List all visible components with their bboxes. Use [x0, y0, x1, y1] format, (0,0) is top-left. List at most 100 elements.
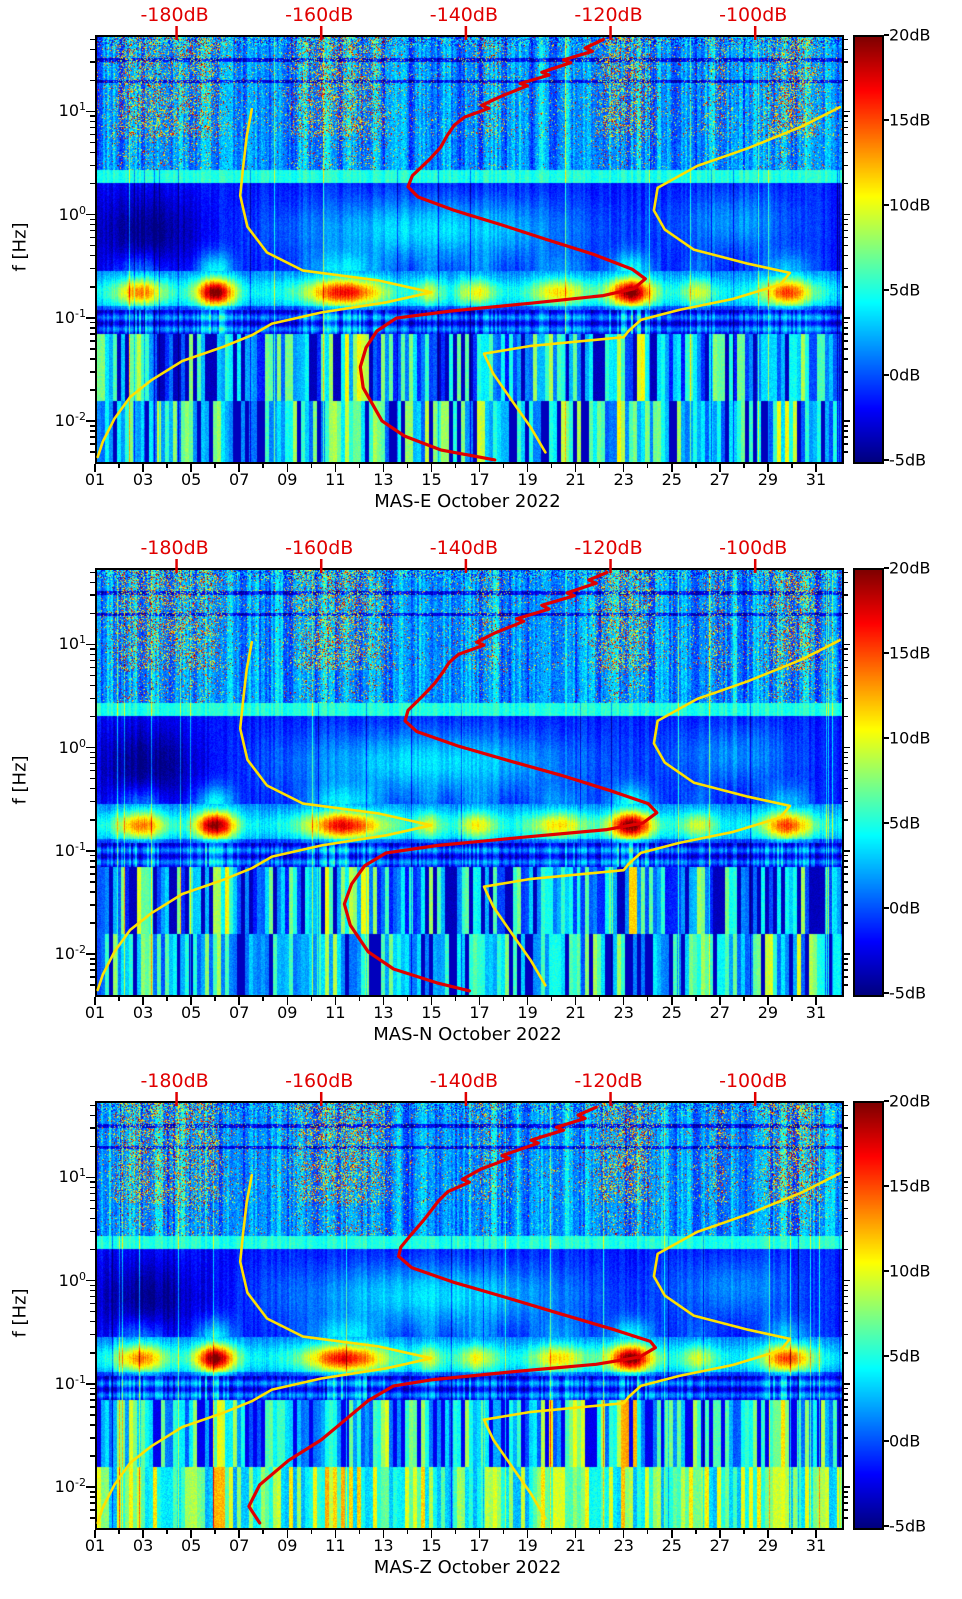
y-tick-mark: [90, 984, 95, 986]
y-tick-mark: [90, 436, 95, 438]
y-tick-mark: [844, 1496, 848, 1498]
colorbar-tick-mark: [884, 907, 889, 909]
x-tick-label: 25: [661, 1003, 682, 1022]
x-tick-mark: [262, 464, 264, 468]
x-tick-label: 27: [709, 1536, 731, 1555]
x-tick-label: 23: [613, 1003, 634, 1022]
y-tick-mark: [844, 141, 848, 144]
x-tick-label: 07: [229, 1003, 250, 1022]
x-tick-mark: [334, 464, 337, 472]
x-tick-label: 07: [229, 1536, 250, 1555]
x-tick-mark: [166, 464, 168, 468]
y-tick-mark: [844, 1279, 850, 1282]
y-tick-mark: [90, 333, 95, 335]
x-tick-label: 17: [469, 1003, 490, 1022]
x-tick-label: 13: [373, 1536, 394, 1555]
y-tick-mark: [844, 182, 848, 185]
y-tick-mark: [90, 666, 95, 669]
y-tick-mark: [844, 958, 848, 960]
top-axis-tick: [464, 26, 468, 40]
y-tick-mark: [90, 648, 95, 650]
x-tick-mark: [502, 464, 505, 468]
y-tick-mark: [90, 1230, 95, 1233]
y-tick-mark: [844, 317, 850, 319]
top-axis-tick: [753, 559, 757, 573]
x-tick-mark: [574, 1530, 577, 1538]
y-tick-mark: [844, 213, 850, 216]
y-tick-mark: [844, 1509, 848, 1511]
y-tick-mark: [844, 1217, 848, 1220]
colorbar-gradient: [855, 570, 882, 995]
y-tick-mark: [844, 922, 848, 924]
x-tick-mark: [550, 997, 553, 1001]
y-tick-mark: [844, 762, 848, 765]
x-tick-mark: [671, 1530, 673, 1538]
x-tick-mark: [310, 997, 313, 1001]
y-tick-mark: [90, 1284, 95, 1287]
x-tick-mark: [815, 1530, 817, 1538]
top-axis-tick: [175, 26, 178, 40]
overlay-curves: [96, 26, 842, 462]
x-tick-label: 27: [709, 1003, 731, 1022]
colorbar-tick-label: -5dB: [889, 1516, 927, 1536]
x-tick-label: 09: [277, 1003, 298, 1022]
y-tick-mark: [90, 1181, 95, 1183]
x-tick-mark: [526, 464, 529, 472]
x-tick-mark: [550, 1530, 553, 1534]
y-tick-mark: [86, 643, 95, 646]
y-tick-mark: [844, 1186, 848, 1189]
overlay-curves: [96, 1092, 842, 1525]
y-tick-mark: [844, 1295, 848, 1298]
y-tick-mark: [844, 697, 848, 700]
x-tick-mark: [142, 464, 144, 472]
x-tick-mark: [166, 997, 168, 1001]
x-tick-mark: [454, 464, 457, 468]
colorbar-tick-label: 0dB: [889, 898, 921, 918]
panel-title: MAS-E October 2022: [374, 491, 561, 512]
y-tick-mark: [844, 48, 848, 51]
y-tick-mark: [90, 581, 95, 584]
median-psd-curve: [247, 1105, 658, 1525]
y-tick-mark: [844, 1248, 848, 1251]
y-tick-mark: [844, 953, 850, 955]
y-tick-mark: [90, 1437, 95, 1439]
x-tick-mark: [815, 464, 817, 472]
y-tick-mark: [90, 286, 95, 288]
y-tick-mark: [90, 969, 95, 971]
y-tick-mark: [844, 674, 848, 677]
y-axis-label: f [Hz]: [9, 222, 31, 272]
y-tick-mark: [844, 1284, 848, 1287]
y-tick-mark: [844, 110, 850, 113]
colorbar-tick-label: 5dB: [889, 813, 921, 833]
top-axis-tick-label: -120dB: [574, 4, 643, 26]
x-tick-mark: [382, 464, 385, 472]
y-tick-mark: [844, 746, 850, 749]
low-noise-model-curve: [96, 107, 433, 459]
top-axis-tick: [464, 559, 468, 573]
x-tick-mark: [743, 464, 745, 468]
y-tick-mark: [90, 321, 95, 324]
colorbar-tick-label: 15dB: [889, 1176, 931, 1196]
top-axis-tick: [319, 26, 323, 40]
x-tick-label: 03: [132, 1536, 154, 1555]
high-noise-model-curve: [482, 1171, 842, 1520]
x-tick-mark: [118, 997, 120, 1001]
x-tick-mark: [286, 997, 288, 1005]
x-tick-mark: [695, 1530, 697, 1534]
y-tick-mark: [86, 1486, 95, 1488]
y-tick-mark: [844, 267, 848, 270]
x-tick-mark: [214, 997, 216, 1001]
colorbar-tick-mark: [884, 34, 889, 36]
x-tick-label: 17: [469, 470, 490, 489]
x-tick-mark: [598, 997, 601, 1001]
x-tick-label: 15: [421, 470, 442, 489]
colorbar-tick-mark: [884, 567, 889, 569]
x-tick-label: 15: [421, 1003, 442, 1022]
y-tick-mark: [90, 800, 95, 803]
x-tick-label: 19: [517, 1536, 538, 1555]
top-axis-tick: [319, 559, 323, 573]
y-tick-mark: [844, 1192, 848, 1195]
y-tick-mark: [844, 1491, 848, 1493]
y-tick-mark: [90, 1217, 95, 1220]
x-tick-mark: [334, 997, 337, 1005]
